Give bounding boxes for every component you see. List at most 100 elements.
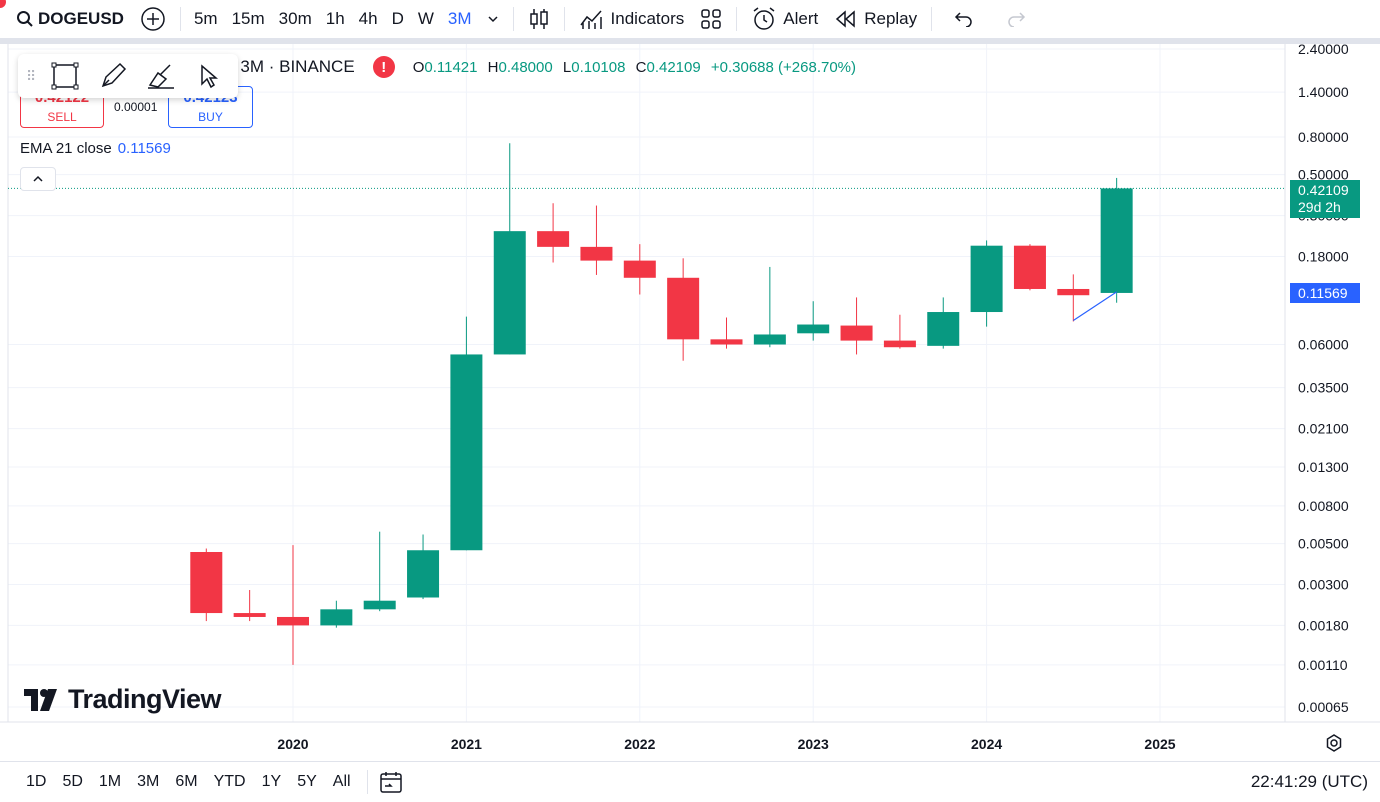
candle-body-down bbox=[667, 277, 700, 340]
candle-body-up bbox=[363, 600, 396, 610]
redo-button[interactable] bbox=[990, 0, 1042, 38]
ema-price-value: 0.11569 bbox=[1298, 285, 1348, 301]
toolbar-separator bbox=[179, 7, 181, 31]
sell-label: SELL bbox=[47, 110, 77, 124]
compare-button[interactable] bbox=[132, 0, 174, 38]
alert-button[interactable]: Alert bbox=[743, 0, 826, 38]
range-all[interactable]: All bbox=[332, 773, 351, 790]
range-6m[interactable]: 6M bbox=[175, 773, 198, 790]
notification-dot bbox=[0, 0, 6, 8]
replay-label: Replay bbox=[864, 9, 918, 28]
y-tick-label: 0.00180 bbox=[1298, 617, 1349, 633]
candle-body-down bbox=[1057, 288, 1090, 296]
undo-button[interactable] bbox=[938, 0, 990, 38]
y-tick-label: 0.06000 bbox=[1298, 337, 1349, 353]
bar-countdown: 29d 2h bbox=[1298, 199, 1341, 215]
candle-body-up bbox=[450, 354, 483, 551]
range-ytd[interactable]: YTD bbox=[213, 773, 246, 790]
drawing-toolbar: ⠿ bbox=[18, 54, 238, 98]
indicators-icon bbox=[579, 10, 602, 29]
range-1y[interactable]: 1Y bbox=[261, 773, 282, 790]
legend-open: 0.11421 bbox=[424, 58, 478, 76]
timeframe-d[interactable]: D bbox=[391, 9, 404, 28]
candle-body-up bbox=[753, 334, 786, 345]
timeframe-4h[interactable]: 4h bbox=[358, 9, 378, 28]
timeframe-dropdown-button[interactable] bbox=[479, 0, 507, 38]
pen-tool-icon[interactable] bbox=[96, 59, 130, 93]
ema-legend[interactable]: EMA 21 close 0.11569 bbox=[20, 140, 171, 157]
calendar-icon bbox=[379, 772, 402, 793]
layouts-button[interactable] bbox=[692, 0, 730, 38]
x-tick-label: 2022 bbox=[624, 736, 655, 752]
candle-body-down bbox=[537, 231, 570, 247]
undo-icon bbox=[955, 12, 972, 27]
highlighter-tool-icon[interactable] bbox=[144, 59, 178, 93]
redo-icon bbox=[1008, 12, 1026, 27]
y-tick-label: 0.01300 bbox=[1298, 459, 1349, 475]
indicators-button[interactable]: Indicators bbox=[571, 0, 693, 38]
toolbar-divider bbox=[0, 38, 1380, 44]
legend-title: · 3M · BINANCE bbox=[230, 57, 355, 76]
last-price-value: 0.42109 bbox=[1298, 182, 1349, 198]
x-tick-label: 2021 bbox=[451, 736, 482, 752]
candle-body-up bbox=[927, 312, 960, 346]
go-to-date-button[interactable] bbox=[378, 770, 404, 794]
ema-price-label: 0.11569 bbox=[1290, 283, 1360, 303]
alert-label: Alert bbox=[783, 9, 819, 28]
toolbar-separator bbox=[931, 7, 933, 31]
collapse-legend-button[interactable] bbox=[20, 167, 56, 191]
y-tick-label: 0.00110 bbox=[1298, 657, 1348, 673]
legend-ohlc: O0.11421 H0.48000 L0.10108 C0.42109 +0.3… bbox=[413, 59, 862, 76]
y-tick-label: 2.40000 bbox=[1298, 44, 1349, 57]
grid-icon bbox=[701, 9, 721, 29]
clock-timezone[interactable]: 22:41:29 (UTC) bbox=[1250, 772, 1368, 791]
range-5y[interactable]: 5Y bbox=[297, 773, 317, 790]
timeframe-15m[interactable]: 15m bbox=[231, 9, 265, 28]
ema-line bbox=[1072, 291, 1117, 321]
legend-close: 0.42109 bbox=[646, 58, 701, 76]
timeframe-30m[interactable]: 30m bbox=[278, 9, 312, 28]
alarm-clock-icon bbox=[753, 7, 775, 30]
candle-body-down bbox=[623, 260, 656, 278]
range-3m[interactable]: 3M bbox=[137, 773, 160, 790]
candle-body-down bbox=[883, 340, 916, 348]
toolbar-separator bbox=[736, 7, 738, 31]
range-5d[interactable]: 5D bbox=[62, 773, 83, 790]
timeframe-5m[interactable]: 5m bbox=[193, 9, 218, 28]
cursor-tool-icon[interactable] bbox=[192, 59, 226, 93]
candle-body-up bbox=[797, 324, 830, 334]
chevron-up-icon bbox=[33, 175, 43, 182]
y-tick-label: 0.80000 bbox=[1298, 129, 1349, 145]
gear-icon[interactable] bbox=[1324, 733, 1344, 753]
range-1m[interactable]: 1M bbox=[98, 773, 122, 790]
ema-value: 0.11569 bbox=[117, 140, 171, 157]
symbol-name: DOGEUSD bbox=[38, 9, 124, 28]
y-tick-label: 0.00065 bbox=[1298, 699, 1349, 715]
y-tick-label: 0.18000 bbox=[1298, 248, 1349, 264]
drag-handle-icon[interactable]: ⠿ bbox=[26, 67, 36, 84]
logo-text: TradingView bbox=[68, 684, 222, 714]
rewind-icon bbox=[836, 10, 855, 28]
candle-body-down bbox=[277, 616, 309, 626]
top-toolbar: DOGEUSD 5m 15m 30m 1h 4h D W 3M Indicato… bbox=[0, 0, 1380, 38]
range-1d[interactable]: 1D bbox=[26, 773, 47, 790]
search-icon bbox=[17, 11, 33, 27]
timeframe-3m[interactable]: 3M bbox=[447, 9, 472, 28]
replay-button[interactable]: Replay bbox=[826, 0, 925, 38]
warning-icon[interactable]: ! bbox=[372, 56, 395, 78]
ema-label: EMA 21 close bbox=[20, 140, 112, 157]
bottom-divider bbox=[0, 761, 1380, 762]
timeframe-1h[interactable]: 1h bbox=[325, 9, 345, 28]
y-tick-label: 0.02100 bbox=[1298, 421, 1349, 437]
candle-body-up bbox=[1100, 188, 1133, 293]
legend-change: +0.30688 (+268.70%) bbox=[710, 58, 857, 76]
timeframe-w[interactable]: W bbox=[417, 9, 434, 28]
chart-type-button[interactable] bbox=[520, 0, 558, 38]
price-chart[interactable]: 2.400001.400000.800000.500000.300000.180… bbox=[0, 44, 1380, 761]
tradingview-logo[interactable]: TradingView bbox=[24, 684, 222, 715]
symbol-search-button[interactable]: DOGEUSD bbox=[0, 0, 132, 38]
rectangle-tool-icon[interactable] bbox=[48, 59, 82, 93]
ema-polyline bbox=[1072, 291, 1117, 321]
candle-body-down bbox=[580, 246, 613, 261]
candle-body-down bbox=[190, 552, 223, 614]
